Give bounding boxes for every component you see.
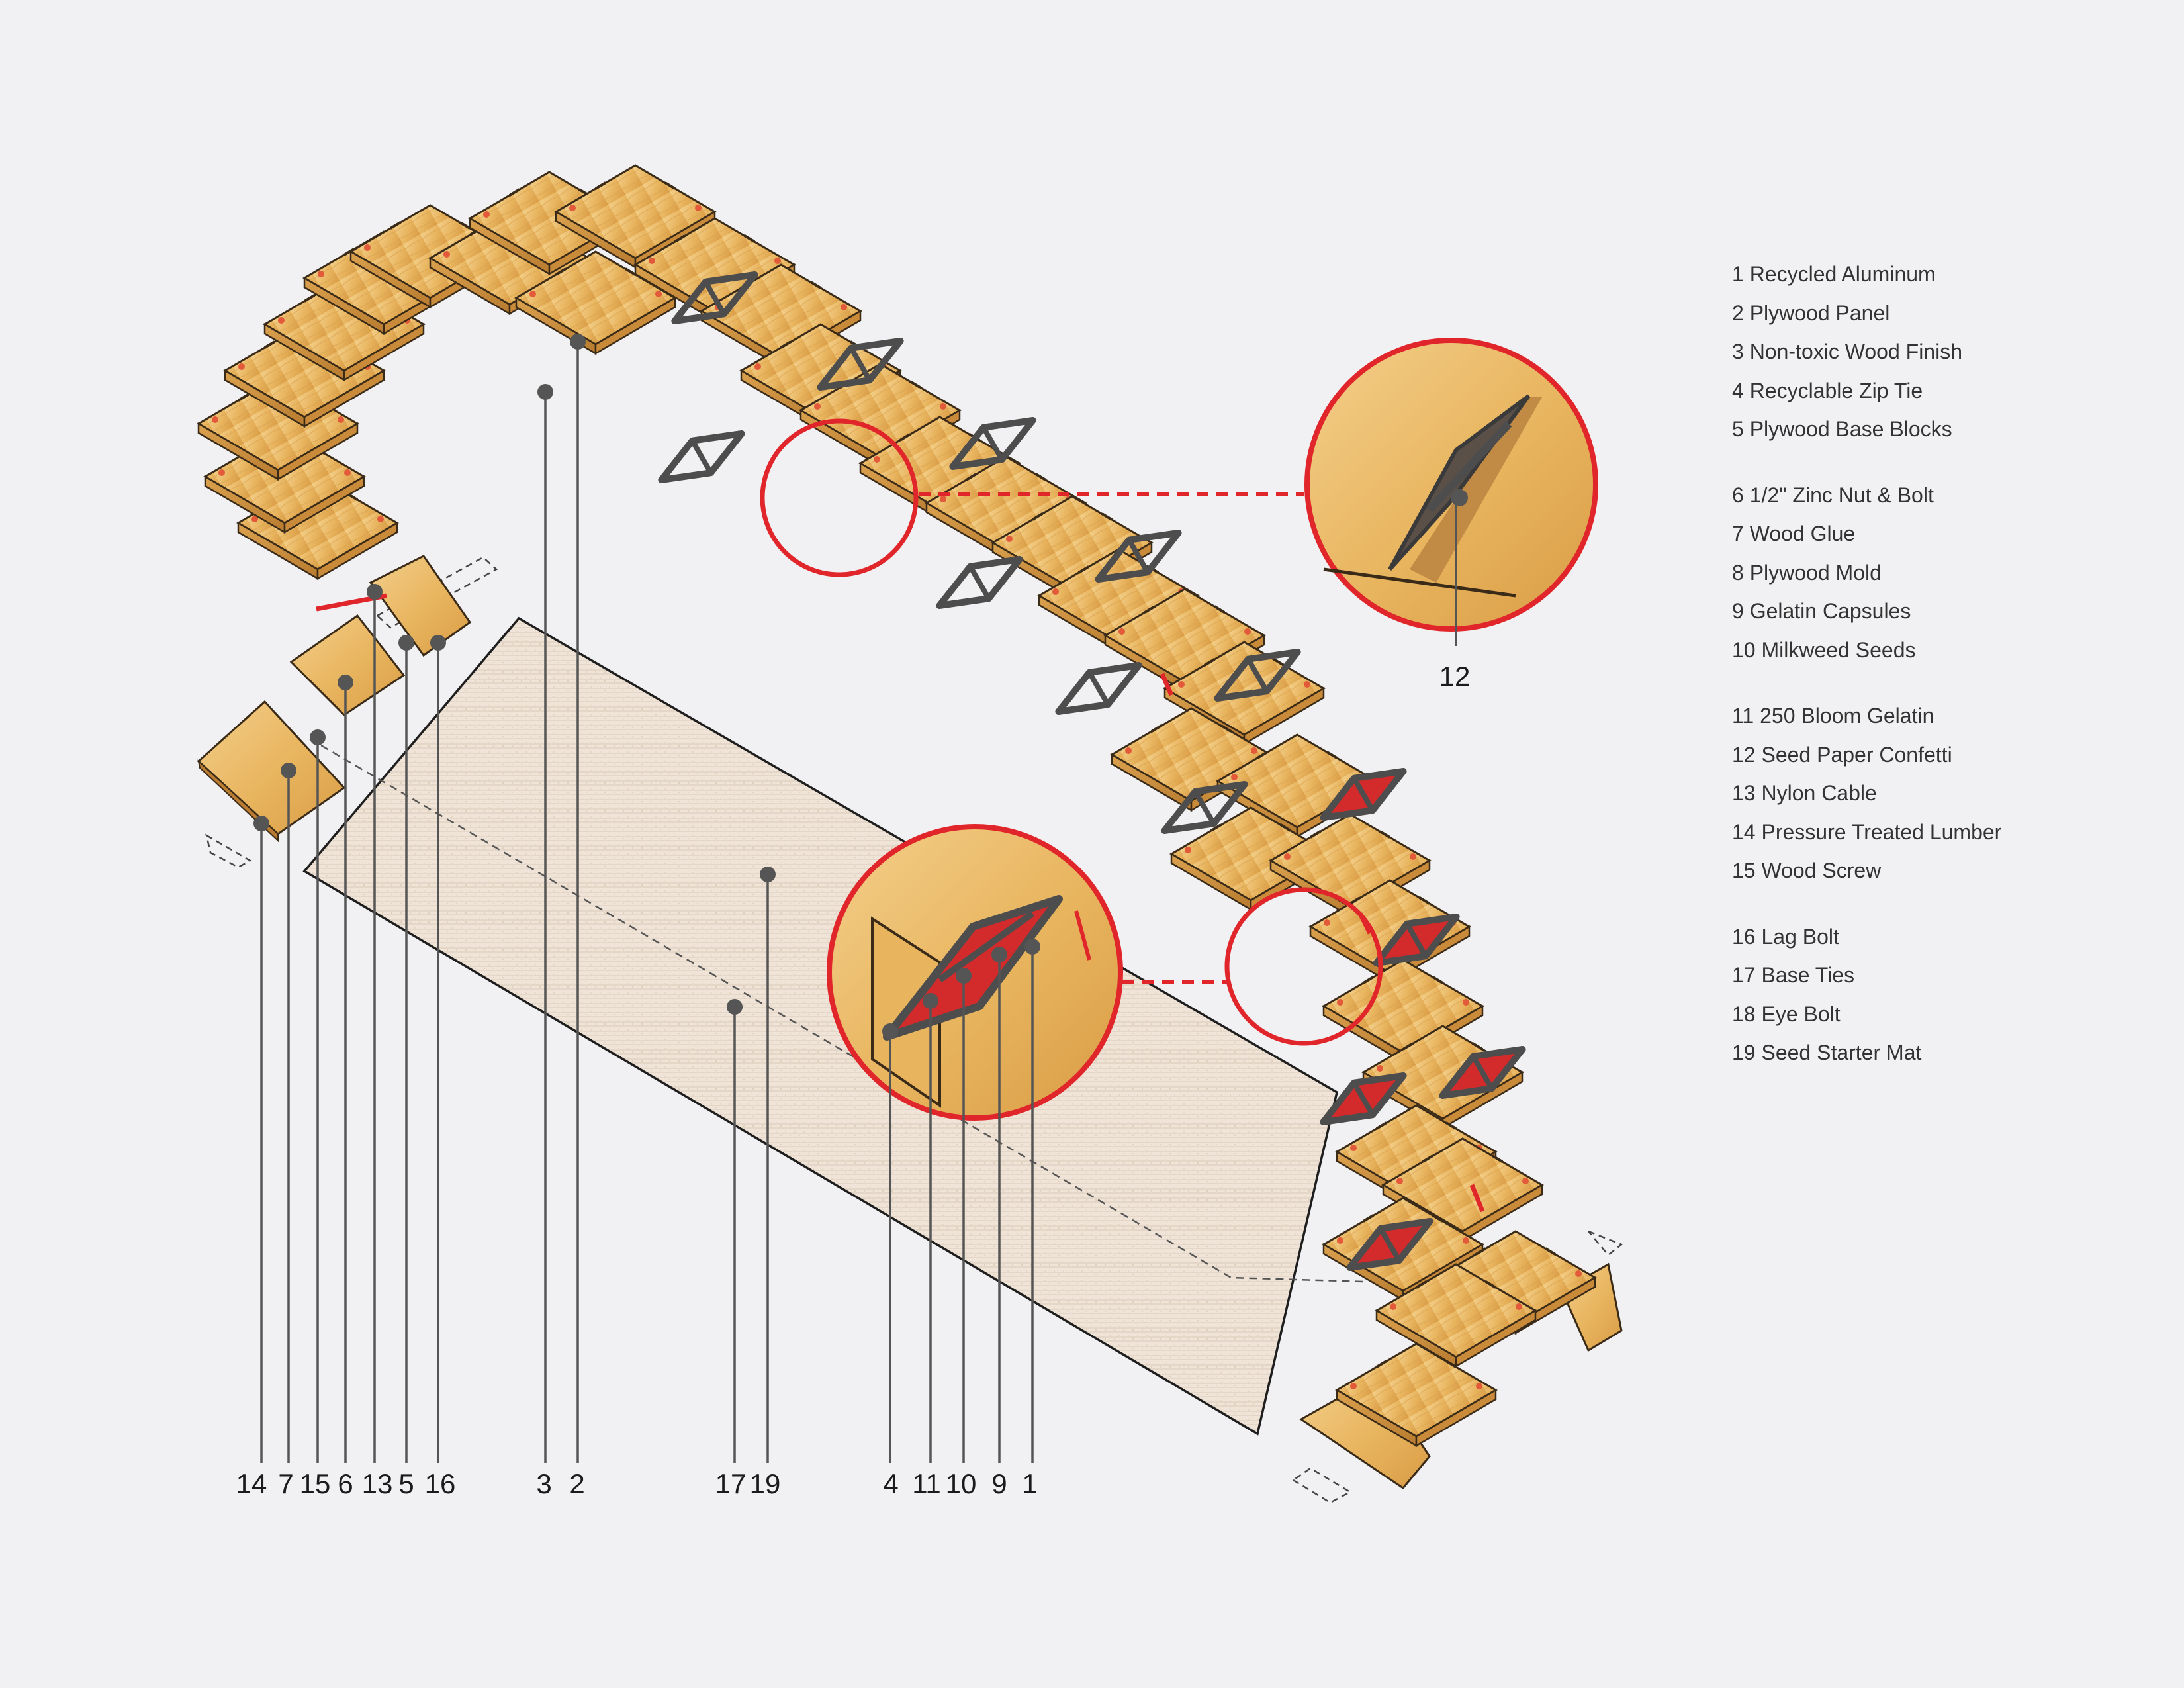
legend-item: 9 Gelatin Capsules <box>1732 599 1911 623</box>
legend-group: 11 250 Bloom Gelatin 12 Seed Paper Confe… <box>1732 696 2156 890</box>
leader-dots <box>253 334 1040 1039</box>
legend-item: 8 Plywood Mold <box>1732 560 1882 585</box>
detail-connectors <box>919 492 1304 984</box>
callout-2: 2 <box>569 1468 584 1499</box>
legend-item: 1 Recycled Aluminum <box>1732 262 1936 286</box>
legend-group: 1 Recycled Aluminum 2 Plywood Panel 3 No… <box>1732 255 2156 449</box>
callout-17: 17 <box>715 1468 747 1499</box>
callout-14: 14 <box>236 1468 267 1499</box>
callout-15: 15 <box>300 1468 331 1499</box>
callout-11: 11 <box>912 1468 941 1499</box>
legend-item: 14 Pressure Treated Lumber <box>1732 820 2002 844</box>
legend-item: 10 Milkweed Seeds <box>1732 637 1916 662</box>
callout-16: 16 <box>425 1468 456 1499</box>
legend-item: 11 250 Bloom Gelatin <box>1732 704 1934 727</box>
callout-4: 4 <box>883 1468 898 1499</box>
legend-group: 16 Lag Bolt 17 Base Ties 18 Eye Bolt 19 … <box>1732 917 2156 1072</box>
detail-magnified-seed-paper <box>1304 338 1598 632</box>
legend-item: 16 Lag Bolt <box>1732 924 1839 949</box>
leader-lines <box>260 342 1457 1463</box>
legend-item: 7 Wood Glue <box>1732 522 1856 545</box>
callout-19: 19 <box>750 1468 781 1499</box>
legend-item: 13 Nylon Cable <box>1732 781 1877 805</box>
callout-5: 5 <box>398 1468 414 1499</box>
legend-item: 17 Base Ties <box>1732 963 1854 987</box>
detail-circle-small-1 <box>760 418 919 577</box>
detail-magnified-gelatin <box>827 824 1123 1121</box>
base-footprints <box>205 556 1623 1504</box>
callout-6: 6 <box>338 1468 353 1499</box>
legend-group: 6 1/2" Zinc Nut & Bolt 7 Wood Glue 8 Ply… <box>1732 476 2156 670</box>
callout-1: 1 <box>1022 1468 1037 1499</box>
legend-item: 6 1/2" Zinc Nut & Bolt <box>1732 483 1934 507</box>
detail-circle-small-2 <box>1224 887 1383 1046</box>
callout-13: 13 <box>362 1468 393 1499</box>
callout-9: 9 <box>991 1468 1007 1499</box>
callout-7: 7 <box>278 1468 293 1499</box>
legend-item: 3 Non-toxic Wood Finish <box>1732 340 1962 363</box>
legend-item: 12 Seed Paper Confetti <box>1732 742 1952 767</box>
legend-item: 2 Plywood Panel <box>1732 301 1890 325</box>
callout-3: 3 <box>536 1468 551 1499</box>
callout-10: 10 <box>946 1468 977 1499</box>
legend-item: 5 Plywood Base Blocks <box>1732 417 1952 441</box>
legend-item: 18 Eye Bolt <box>1732 1002 1841 1026</box>
materials-legend: 1 Recycled Aluminum 2 Plywood Panel 3 No… <box>1732 255 2156 1100</box>
callout-numbers: 14 7 15 6 13 5 16 3 2 17 19 4 11 10 9 1 … <box>236 661 1471 1499</box>
legend-item: 4 Recyclable Zip Tie <box>1732 378 1923 402</box>
callout-12: 12 <box>1439 661 1471 692</box>
legend-item: 15 Wood Screw <box>1732 859 1882 882</box>
legend-item: 19 Seed Starter Mat <box>1732 1041 1922 1064</box>
